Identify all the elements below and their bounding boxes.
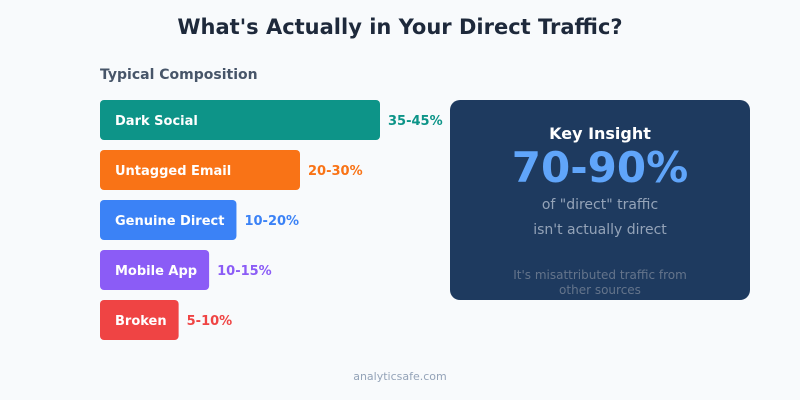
insight-note: It's misattributed traffic from other so… [513, 268, 687, 297]
bar-value-label: 5-10% [187, 314, 233, 329]
bar [100, 250, 210, 290]
footer-source: analyticsafe.com [353, 370, 447, 383]
bar-category-label: Mobile App [115, 264, 197, 279]
bar-value-label: 20-30% [308, 164, 363, 179]
insight-value: 70-90% [511, 143, 689, 192]
bar [100, 200, 237, 240]
page-title: What's Actually in Your Direct Traffic? [177, 15, 623, 39]
insight-line1: of "direct" traffic [541, 197, 659, 213]
chart-title: Typical Composition [100, 67, 258, 83]
bar [100, 300, 179, 340]
insight-heading: Key Insight [549, 124, 651, 143]
bar-category-label: Genuine Direct [115, 214, 224, 229]
bar-value-label: 35-45% [388, 114, 443, 129]
bar-category-label: Broken [115, 314, 167, 329]
bar-category-label: Dark Social [115, 114, 198, 129]
bar-category-label: Untagged Email [115, 164, 231, 179]
insight-line2: isn't actually direct [533, 222, 667, 238]
bar-value-label: 10-15% [217, 264, 272, 279]
bar-value-label: 10-20% [244, 214, 299, 229]
bar [100, 100, 380, 140]
key-insight-card: Key Insight 70-90% of "direct" traffic i… [450, 100, 750, 300]
bar [100, 150, 300, 190]
